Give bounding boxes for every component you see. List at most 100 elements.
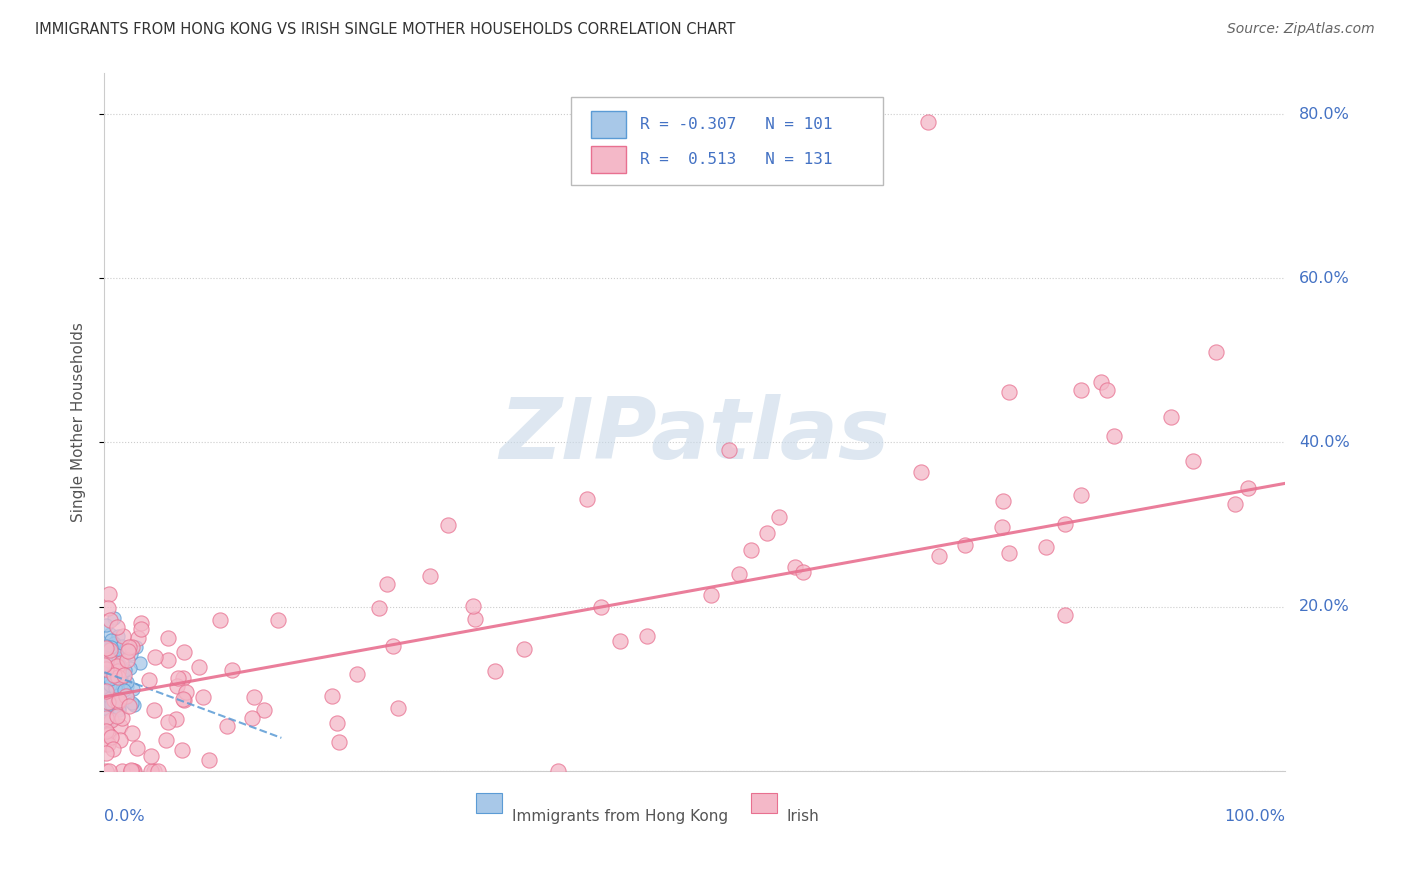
- Text: 40.0%: 40.0%: [1299, 435, 1350, 450]
- Point: [419, 569, 441, 583]
- Point: [382, 639, 405, 653]
- Point: [547, 764, 569, 778]
- Point: [98, 643, 121, 657]
- Point: [100, 633, 122, 648]
- Point: [1160, 409, 1182, 424]
- Point: [97, 696, 120, 710]
- Point: [100, 697, 122, 711]
- Point: [98, 678, 121, 692]
- Point: [107, 658, 129, 673]
- Point: [97, 728, 120, 742]
- Point: [100, 672, 122, 686]
- Point: [107, 629, 129, 643]
- Text: Irish: Irish: [787, 809, 820, 824]
- Point: [115, 680, 138, 694]
- Point: [107, 688, 129, 702]
- Text: 100.0%: 100.0%: [1223, 809, 1285, 824]
- Point: [461, 599, 484, 613]
- Point: [100, 713, 122, 727]
- Point: [100, 692, 122, 706]
- Point: [198, 753, 221, 767]
- Point: [512, 642, 534, 657]
- Point: [167, 671, 190, 685]
- Point: [740, 542, 762, 557]
- Point: [100, 651, 122, 665]
- Point: [1205, 345, 1227, 359]
- Point: [94, 724, 117, 739]
- Point: [125, 640, 148, 654]
- FancyBboxPatch shape: [591, 146, 626, 173]
- Point: [96, 660, 118, 674]
- Point: [172, 692, 194, 706]
- Point: [121, 681, 143, 696]
- Point: [1090, 375, 1112, 389]
- Point: [97, 671, 120, 685]
- Point: [367, 601, 389, 615]
- Point: [93, 649, 115, 664]
- Point: [96, 673, 118, 687]
- Point: [173, 693, 195, 707]
- Point: [991, 520, 1014, 534]
- Point: [100, 690, 122, 704]
- Point: [100, 643, 122, 657]
- Point: [98, 687, 121, 701]
- Text: 60.0%: 60.0%: [1299, 270, 1350, 285]
- Point: [917, 115, 939, 129]
- Point: [108, 693, 131, 707]
- Point: [104, 698, 127, 713]
- Point: [484, 665, 506, 679]
- Point: [98, 714, 121, 729]
- Point: [97, 652, 120, 666]
- Point: [94, 700, 117, 714]
- Point: [1070, 384, 1092, 398]
- Point: [94, 667, 117, 681]
- Point: [115, 690, 138, 704]
- Point: [125, 740, 148, 755]
- Point: [98, 627, 121, 641]
- Point: [208, 613, 231, 627]
- Point: [101, 689, 124, 703]
- Point: [100, 639, 122, 653]
- Point: [1070, 488, 1092, 502]
- Point: [785, 560, 807, 574]
- Point: [105, 655, 128, 669]
- Y-axis label: Single Mother Households: Single Mother Households: [72, 322, 86, 522]
- Point: [121, 726, 143, 740]
- Point: [377, 577, 399, 591]
- Point: [111, 629, 134, 643]
- Point: [1097, 383, 1119, 397]
- Text: Source: ZipAtlas.com: Source: ZipAtlas.com: [1227, 22, 1375, 37]
- Point: [166, 680, 188, 694]
- Point: [117, 644, 139, 658]
- Point: [100, 681, 122, 695]
- Point: [1223, 497, 1246, 511]
- Point: [97, 764, 120, 778]
- Point: [321, 689, 343, 703]
- Point: [115, 675, 138, 690]
- Point: [105, 619, 128, 633]
- Point: [143, 649, 166, 664]
- Point: [96, 737, 118, 751]
- Point: [98, 661, 121, 675]
- Point: [94, 618, 117, 632]
- Point: [101, 666, 124, 681]
- Point: [755, 526, 778, 541]
- Point: [172, 671, 194, 685]
- Point: [96, 681, 118, 696]
- Point: [108, 658, 131, 673]
- Point: [98, 673, 121, 687]
- Point: [101, 650, 124, 665]
- Text: 80.0%: 80.0%: [1299, 106, 1350, 121]
- Point: [101, 678, 124, 692]
- Point: [792, 565, 814, 579]
- Text: R =  0.513   N = 131: R = 0.513 N = 131: [640, 152, 832, 167]
- Point: [1035, 540, 1057, 554]
- Point: [96, 690, 118, 705]
- Point: [118, 660, 141, 674]
- Point: [103, 611, 125, 625]
- FancyBboxPatch shape: [571, 97, 883, 185]
- Point: [97, 701, 120, 715]
- Point: [104, 681, 127, 695]
- Point: [165, 712, 187, 726]
- Point: [94, 690, 117, 704]
